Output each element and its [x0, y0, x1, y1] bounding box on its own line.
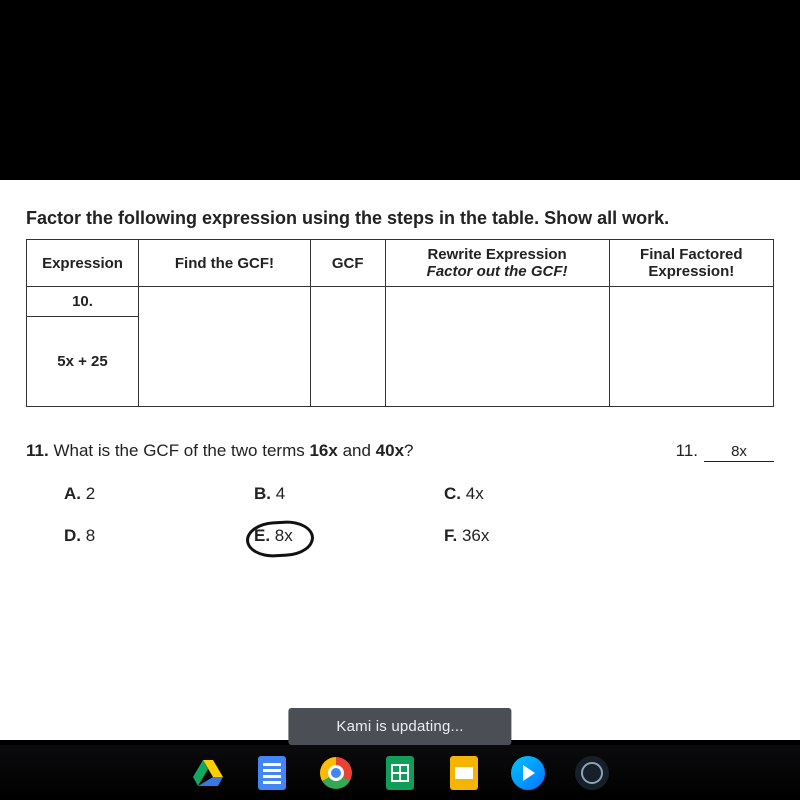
cell-gcf[interactable]	[310, 287, 385, 407]
th-expression: Expression	[27, 240, 139, 287]
taskbar	[0, 745, 800, 800]
screen: Factor the following expression using th…	[0, 0, 800, 800]
row-expression: 5x + 25	[27, 317, 139, 407]
chrome-icon[interactable]	[319, 756, 353, 790]
factoring-table: Expression Find the GCF! GCF Rewrite Exp…	[26, 239, 774, 407]
row-number: 10.	[27, 287, 139, 317]
choice-a[interactable]: A. 2	[64, 484, 144, 504]
choice-c[interactable]: C. 4x	[444, 484, 524, 504]
cell-rewrite[interactable]	[385, 287, 609, 407]
google-docs-icon[interactable]	[255, 756, 289, 790]
q11-ans-value[interactable]: 8x	[704, 443, 774, 462]
q11-ans-label: 11.	[676, 441, 698, 461]
q11-bold-b: 40x	[376, 441, 404, 460]
top-black-bar	[0, 0, 800, 180]
google-slides-icon[interactable]	[447, 756, 481, 790]
cell-find-gcf[interactable]	[139, 287, 311, 407]
th-rewrite: Rewrite Expression Factor out the GCF!	[385, 240, 609, 287]
choice-e[interactable]: E. 8x	[254, 526, 334, 546]
th-final-top: Final Factored	[618, 246, 765, 263]
th-rewrite-top: Rewrite Expression	[394, 246, 601, 263]
q11-choices: A. 2 B. 4 C. 4x D. 8 E. 8x F. 36x	[26, 484, 774, 546]
google-drive-icon[interactable]	[191, 756, 225, 790]
th-rewrite-bot: Factor out the GCF!	[394, 263, 601, 280]
choice-f[interactable]: F. 36x	[444, 526, 524, 546]
kami-updating-banner: Kami is updating...	[288, 708, 511, 745]
choice-row-2: D. 8 E. 8x F. 36x	[64, 526, 774, 546]
q11-bold-a: 16x	[309, 441, 337, 460]
q11-question: 11. What is the GCF of the two terms 16x…	[26, 441, 676, 461]
th-final: Final Factored Expression!	[609, 240, 773, 287]
cell-final[interactable]	[609, 287, 773, 407]
th-find-gcf: Find the GCF!	[139, 240, 311, 287]
drive-svg	[193, 760, 223, 786]
q11-answer-blank: 11. 8x	[676, 441, 774, 462]
q11-text-b: and	[338, 441, 376, 460]
th-final-bot: Expression!	[618, 263, 765, 280]
q11-text-c: ?	[404, 441, 413, 460]
th-gcf: GCF	[310, 240, 385, 287]
choice-b[interactable]: B. 4	[254, 484, 334, 504]
choice-row-1: A. 2 B. 4 C. 4x	[64, 484, 774, 504]
table-header-row: Expression Find the GCF! GCF Rewrite Exp…	[27, 240, 774, 287]
google-sheets-icon[interactable]	[383, 756, 417, 790]
table-row-number: 10.	[27, 287, 774, 317]
choice-d[interactable]: D. 8	[64, 526, 144, 546]
instruction-text: Factor the following expression using th…	[26, 208, 774, 229]
kami-app-icon[interactable]	[575, 756, 609, 790]
q11-row: 11. What is the GCF of the two terms 16x…	[26, 441, 774, 462]
play-store-icon[interactable]	[511, 756, 545, 790]
worksheet-page: Factor the following expression using th…	[0, 180, 800, 740]
q11-text-a: What is the GCF of the two terms	[53, 441, 309, 460]
q11-number: 11.	[26, 441, 49, 460]
